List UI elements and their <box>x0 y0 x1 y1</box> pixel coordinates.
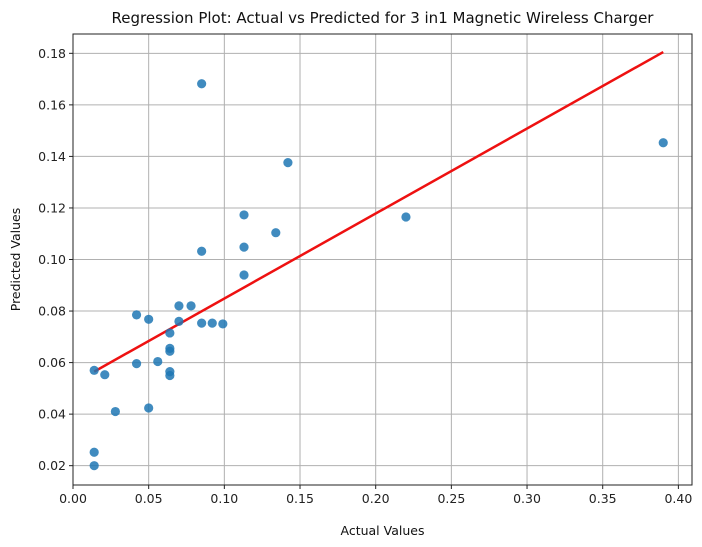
data-point <box>144 314 154 324</box>
data-point <box>197 79 207 89</box>
data-point <box>186 301 196 311</box>
x-tick-label: 0.15 <box>286 491 314 506</box>
data-point <box>174 316 184 326</box>
data-point <box>165 367 175 377</box>
x-tick-label: 0.30 <box>513 491 541 506</box>
data-point <box>239 242 249 252</box>
x-tick-label: 0.10 <box>210 491 238 506</box>
data-point <box>283 157 293 168</box>
x-tick-label: 0.40 <box>664 491 692 506</box>
y-tick-label: 0.16 <box>38 97 66 112</box>
scatter-points <box>89 79 668 471</box>
data-point <box>144 403 154 413</box>
regression-line-layer <box>93 50 664 373</box>
data-point <box>100 370 110 380</box>
data-point <box>89 365 99 375</box>
y-tick-label: 0.06 <box>38 355 66 370</box>
data-point <box>131 310 142 320</box>
x-axis-ticks: 0.00 0.05 0.10 0.15 0.20 0.25 0.30 0.35 0.40 <box>59 485 692 506</box>
chart-title: Regression Plot: Actual vs Predicted for… <box>112 9 655 27</box>
x-tick-label: 0.25 <box>437 491 465 506</box>
data-point <box>207 318 217 328</box>
x-tick-label: 0.20 <box>362 491 390 506</box>
data-point <box>271 228 281 238</box>
data-point <box>165 343 175 354</box>
data-point <box>658 138 668 148</box>
data-point <box>401 212 411 222</box>
regression-line <box>93 50 664 373</box>
data-point <box>165 328 175 338</box>
data-point <box>153 356 163 367</box>
data-point <box>197 246 207 256</box>
y-axis-label: Predicted Values <box>8 208 23 312</box>
y-tick-label: 0.02 <box>38 458 66 473</box>
y-tick-label: 0.08 <box>38 304 66 319</box>
data-point <box>131 359 142 369</box>
y-tick-label: 0.10 <box>38 252 66 267</box>
y-tick-label: 0.12 <box>38 200 66 215</box>
data-point <box>174 301 184 311</box>
x-tick-label: 0.35 <box>589 491 617 506</box>
x-tick-label: 0.05 <box>135 491 163 506</box>
data-point <box>197 318 207 328</box>
x-tick-label: 0.00 <box>59 491 87 506</box>
data-point <box>218 319 228 329</box>
data-point <box>110 406 120 417</box>
data-point <box>239 210 249 220</box>
y-tick-label: 0.14 <box>38 149 66 164</box>
y-axis-ticks: 0.02 0.04 0.06 0.08 0.10 0.12 0.14 0.16 0.18 <box>38 46 73 473</box>
x-axis-label: Actual Values <box>341 523 425 538</box>
grid <box>72 34 692 485</box>
data-point <box>89 447 99 457</box>
data-point <box>89 461 99 471</box>
y-tick-label: 0.04 <box>38 407 66 422</box>
y-tick-label: 0.18 <box>38 46 66 61</box>
data-point <box>239 270 249 280</box>
